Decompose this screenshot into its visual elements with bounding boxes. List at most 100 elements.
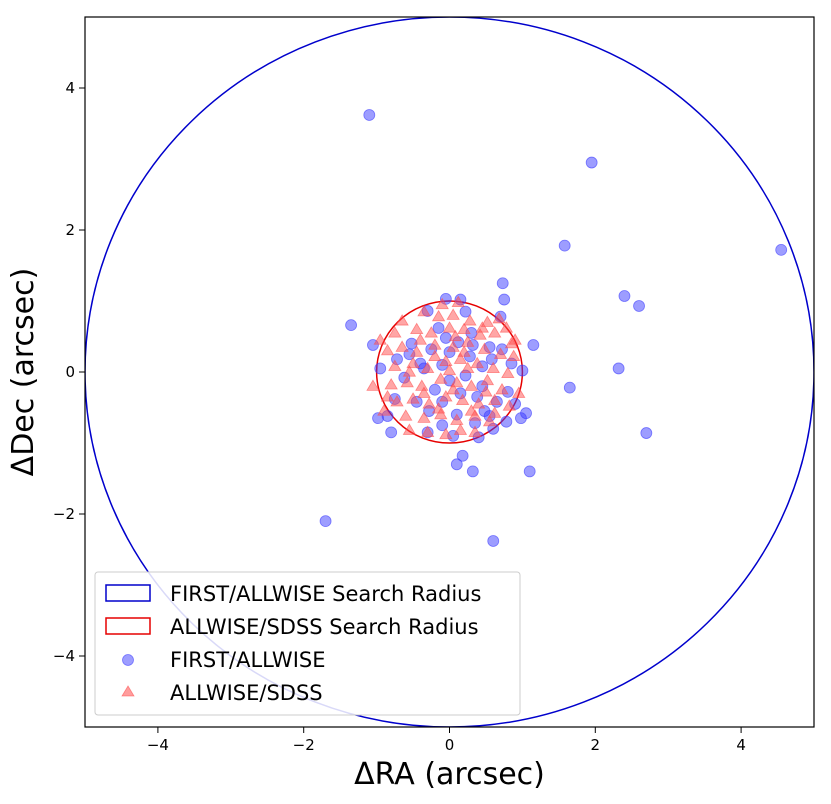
allwise-sdss-point-73 [442, 363, 457, 376]
first-allwise-point-25 [374, 362, 387, 375]
allwise-sdss-point-37 [390, 395, 404, 407]
allwise-sdss-point-26 [470, 356, 484, 369]
allwise-sdss-point-11 [487, 326, 502, 338]
allwise-sdss-point-2 [446, 308, 460, 320]
first-allwise-point-6 [496, 277, 509, 290]
first-allwise-point-44 [436, 419, 449, 432]
allwise-sdss-point-47 [434, 407, 448, 420]
first-allwise-point-3 [775, 243, 788, 256]
first-allwise-point-18 [487, 535, 500, 547]
first-allwise-point-62 [439, 332, 452, 344]
allwise-sdss-point-79 [464, 404, 479, 416]
allwise-sdss-point-71 [499, 321, 514, 333]
first-allwise-point-32 [459, 305, 472, 318]
allwise-sdss-point-8 [442, 321, 457, 333]
allwise-sdss-point-51 [420, 425, 435, 437]
first-allwise-point-19 [319, 515, 332, 527]
allwise-sdss-point-9 [457, 322, 471, 335]
y-tick-label: −4 [53, 647, 75, 665]
allwise-sdss-point-32 [434, 372, 448, 384]
first-allwise-point-59 [500, 415, 513, 428]
first-allwise-point-16 [640, 427, 653, 439]
allwise-sdss-point-63 [366, 379, 380, 391]
x-tick-label: 2 [591, 736, 601, 754]
allwise-sdss-point-50 [482, 414, 497, 427]
allwise-sdss-point-41 [455, 393, 470, 406]
allwise-sdss-point-80 [380, 390, 395, 402]
allwise-sdss-point-42 [471, 397, 486, 409]
y-tick-label: 0 [65, 363, 75, 381]
x-tick-label: 0 [445, 736, 455, 754]
allwise-sdss-point-14 [409, 345, 424, 357]
allwise-sdss-point-60 [451, 295, 465, 308]
allwise-sdss-point-34 [464, 379, 479, 391]
allwise-sdss-point-75 [417, 386, 431, 398]
allwise-sdss-point-0 [417, 304, 431, 317]
allwise-sdss-point-17 [461, 335, 475, 347]
first-allwise-point-30 [432, 322, 445, 334]
allwise-sdss-point-1 [431, 309, 446, 322]
legend-first-allwise-label: FIRST/ALLWISE [170, 648, 326, 672]
allwise-sdss-point-38 [406, 392, 420, 404]
legend-allwise-sdss-radius-label: ALLWISE/SDSS Search Radius [170, 615, 479, 639]
first-allwise-point-13 [527, 339, 540, 351]
allwise-sdss-point-68 [475, 321, 490, 333]
allwise-sdss-point-18 [477, 342, 492, 354]
allwise-sdss-point-52 [439, 427, 453, 440]
allwise-sdss-point-28 [501, 366, 515, 379]
allwise-sdss-point-13 [395, 340, 409, 352]
first-allwise-point-11 [345, 319, 357, 332]
allwise-sdss-point-55 [377, 404, 391, 416]
allwise-sdss-point-15 [428, 338, 442, 350]
allwise-sdss-point-77 [402, 365, 417, 377]
y-tick-label: 2 [65, 221, 75, 239]
x-axis-ticks: −4 −2 0 2 4 [147, 727, 746, 754]
legend: FIRST/ALLWISE Search Radius ALLWISE/SDSS… [94, 571, 521, 716]
allwise-sdss-point-10 [473, 328, 487, 340]
allwise-sdss-point-23 [420, 361, 435, 374]
legend-first-allwise-radius-swatch [105, 584, 151, 602]
x-tick-label: 4 [736, 736, 746, 754]
first-allwise-point-15 [563, 381, 576, 394]
allwise-sdss-point-24 [439, 354, 453, 366]
legend-box [94, 571, 521, 716]
y-axis-ticks: −4 −2 0 2 4 [53, 79, 85, 665]
allwise-sdss-point-4 [480, 315, 495, 327]
first-allwise-point-20 [450, 458, 463, 471]
allwise-sdss-point-66 [461, 361, 475, 374]
allwise-sdss-point-56 [373, 333, 387, 345]
x-tick-label: −4 [147, 736, 169, 754]
legend-first-allwise-marker [122, 654, 134, 666]
allwise-sdss-point-72 [395, 314, 409, 326]
allwise-sdss-point-3 [463, 314, 477, 326]
first-allwise-point-22 [456, 449, 469, 462]
first-allwise-point-17 [523, 465, 536, 478]
first-allwise-point-14 [612, 362, 625, 375]
legend-allwise-sdss-radius-swatch [105, 617, 151, 635]
first-allwise-point-21 [466, 465, 479, 478]
allwise-sdss-point-46 [417, 411, 431, 423]
allwise-sdss-point-36 [495, 382, 509, 395]
first-allwise-point-1 [585, 156, 598, 169]
allwise-sdss-point-70 [487, 406, 502, 418]
y-tick-label: −2 [53, 505, 75, 523]
allwise-sdss-point-76 [479, 385, 493, 397]
allwise-sdss-point-61 [402, 423, 417, 435]
allwise-sdss-point-78 [504, 336, 519, 349]
legend-first-allwise-radius-label: FIRST/ALLWISE Search Radius [170, 582, 481, 606]
allwise-sdss-point-48 [450, 413, 464, 425]
allwise-sdss-point-57 [388, 326, 402, 338]
allwise-sdss-point-81 [448, 329, 463, 342]
first-allwise-point-5 [633, 300, 645, 312]
allwise-sdss-point-7 [424, 326, 438, 338]
allwise-sdss-point-53 [453, 423, 468, 435]
allwise-sdss-point-44 [502, 399, 516, 411]
y-tick-label: 4 [65, 79, 75, 97]
allwise-sdss-point-21 [388, 359, 402, 371]
allwise-sdss-point-22 [406, 356, 420, 369]
allwise-sdss-point-35 [480, 373, 495, 386]
data-points [319, 109, 788, 547]
first-allwise-point-23 [385, 426, 398, 439]
first-allwise-point-0 [363, 109, 376, 121]
allwise-sdss-point-25 [453, 352, 468, 364]
